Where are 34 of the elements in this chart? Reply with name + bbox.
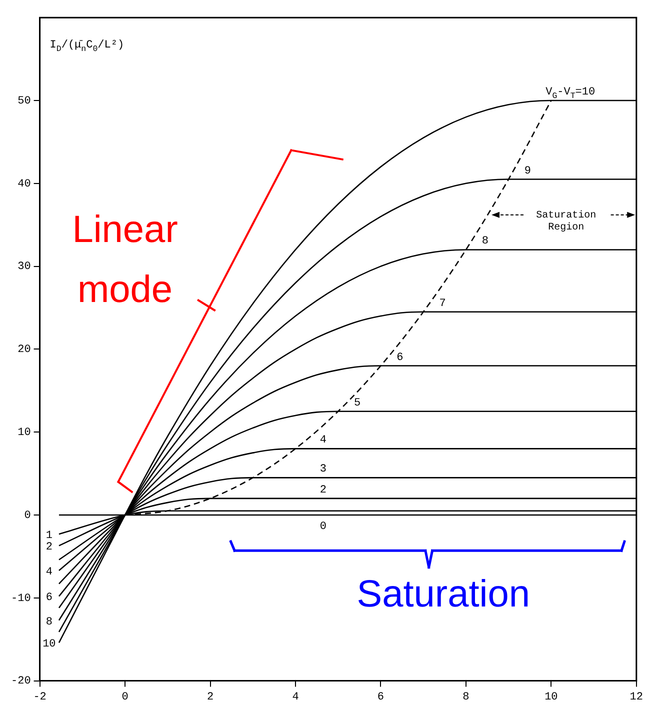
series-label: 0: [320, 521, 326, 533]
annotation: Saturation: [356, 574, 530, 616]
y-tick-label: 50: [18, 95, 31, 108]
series-label: 4: [320, 434, 327, 447]
x-tick-label: 8: [462, 691, 470, 704]
y-tick-label: 0: [24, 510, 31, 522]
annotation: 6: [396, 352, 404, 364]
series-label: 5: [354, 397, 361, 410]
series-label: 9: [524, 165, 532, 178]
annotation: 8: [46, 616, 52, 628]
y-tick-label: 40: [18, 178, 31, 190]
x-tick-label: 4: [292, 691, 300, 704]
y-tick-label: 10: [18, 427, 31, 440]
series-label: 8: [482, 236, 488, 248]
x-tick-label: 0: [122, 691, 128, 704]
x-tick-label: 2: [206, 691, 214, 704]
annotation: 4: [46, 566, 53, 579]
series-label: 2: [320, 484, 326, 496]
annotation: 2: [46, 542, 52, 554]
x-tick-label: 12: [630, 691, 643, 704]
x-tick-label: 6: [377, 691, 384, 704]
y-tick-label: -10: [10, 592, 31, 605]
series-label: 1: [46, 530, 53, 542]
y-tick-label: 30: [18, 261, 31, 274]
y-tick-label: -20: [10, 676, 31, 688]
series-label: 7: [439, 298, 446, 310]
annotation: 10: [42, 638, 56, 651]
y-tick-label: 20: [18, 344, 31, 356]
legend-label: 6: [46, 592, 52, 604]
annotation: Saturation Region: [536, 210, 596, 234]
x-tick-label: -2: [33, 691, 46, 704]
series-label: 3: [320, 464, 326, 476]
x-tick-label: 10: [544, 691, 558, 704]
annotation: Linear mode: [72, 208, 178, 311]
